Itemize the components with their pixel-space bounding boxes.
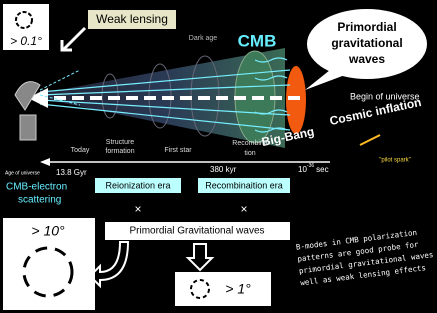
- bubble-line: Primordial: [337, 20, 396, 34]
- epoch-label: tion: [244, 150, 255, 157]
- cmb-label: CMB: [238, 31, 277, 50]
- unit: sec: [316, 165, 328, 174]
- bubble-line: waves: [348, 52, 385, 66]
- exponent: -36: [307, 163, 314, 169]
- angle-label: > 10°: [31, 223, 65, 239]
- epoch-label: Today: [71, 147, 90, 154]
- diagram: > 0.1° Weak lensing Dark age CMB Primord…: [0, 0, 437, 313]
- epoch-label: Structure: [106, 139, 135, 146]
- epoch-label: formation: [105, 148, 134, 155]
- era-label: Recombinaition era: [205, 180, 283, 190]
- angle-label: > 1°: [225, 281, 251, 297]
- angle-box: [175, 272, 271, 306]
- era-label: Reionization era: [105, 180, 170, 190]
- times: ×: [134, 202, 141, 216]
- epoch-label: First star: [164, 147, 192, 154]
- cmb-electron: scattering: [18, 195, 61, 206]
- weak-lensing: Weak lensing: [96, 12, 168, 26]
- epoch-label: Recombina: [232, 140, 268, 147]
- times: ×: [240, 202, 247, 216]
- timeline-label: Age of universe: [5, 170, 40, 176]
- angle-label: > 0.1°: [10, 34, 42, 48]
- pilot-spark: "pilot spark": [379, 158, 411, 164]
- timeline-label: 380 kyr: [210, 165, 237, 174]
- cmb-electron: CMB-electron: [6, 182, 67, 193]
- epoch-label: Dark age: [189, 35, 218, 42]
- bubble-line: gravitational: [331, 36, 402, 50]
- timeline-label: 13.8 Gyr: [56, 168, 87, 177]
- pgw-label: Primordial Gravitational waves: [129, 226, 264, 237]
